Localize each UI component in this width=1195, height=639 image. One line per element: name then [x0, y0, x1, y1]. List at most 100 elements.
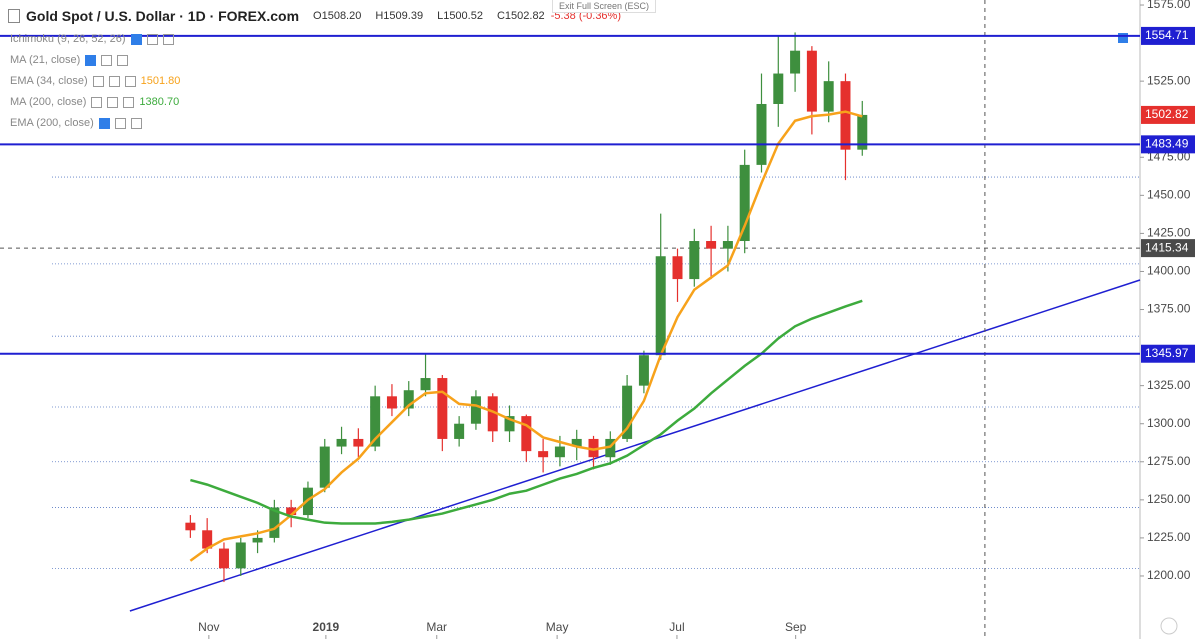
- candle-body: [202, 530, 213, 549]
- level-label: 1345.97: [1145, 346, 1189, 360]
- candle-body: [185, 522, 196, 531]
- legend-icon: [98, 117, 110, 129]
- candle-body: [672, 256, 683, 280]
- legend-icon: [85, 54, 97, 66]
- candle-body: [370, 396, 381, 447]
- legend-icon: [108, 75, 120, 87]
- auto-scale-button[interactable]: [1160, 617, 1178, 635]
- legend-icon: [91, 96, 103, 108]
- y-tick-label: 1400.00: [1147, 264, 1191, 278]
- candle-body: [622, 385, 633, 439]
- y-tick-label: 1375.00: [1147, 302, 1191, 316]
- candle-body: [722, 241, 733, 249]
- legend-icon: [130, 33, 142, 45]
- moving-average: [190, 299, 863, 525]
- candle-body: [840, 81, 851, 150]
- legend-value: 1380.70: [139, 96, 180, 108]
- level-label-bg: [1141, 135, 1195, 154]
- crosshair-label-bg: [1141, 239, 1195, 258]
- legend-row: MA (21, close): [10, 54, 129, 66]
- legend-icon: [117, 54, 129, 66]
- candle-body: [823, 81, 834, 112]
- x-tick-label: Sep: [785, 620, 807, 634]
- candle-body: [470, 396, 481, 424]
- x-tick-label: Mar: [426, 620, 447, 634]
- candle-body: [521, 416, 532, 452]
- candle-body: [790, 50, 801, 74]
- legend-row: EMA (34, close) 1501.80: [10, 75, 180, 87]
- legend-icon: [124, 75, 136, 87]
- candle-body: [706, 241, 717, 249]
- legend-icon: [114, 117, 126, 129]
- ohlc-open: O1508.20: [313, 10, 362, 22]
- alert-icon[interactable]: [1118, 33, 1128, 43]
- y-tick-label: 1300.00: [1147, 416, 1191, 430]
- candle-body: [487, 396, 498, 432]
- candle-body: [319, 446, 330, 488]
- x-tick-label: May: [546, 620, 569, 634]
- y-tick-label: 1575.00: [1147, 0, 1191, 11]
- candle-body: [252, 537, 263, 543]
- price-change: -5.38 (-0.36%): [550, 10, 621, 22]
- candle-body: [336, 438, 347, 447]
- y-tick-label: 1325.00: [1147, 378, 1191, 392]
- level-label-bg: [1141, 344, 1195, 363]
- symbol-title[interactable]: Gold Spot / U.S. Dollar · 1D · FOREX.com: [26, 8, 300, 24]
- legend-name: Ichimoku (9, 26, 52, 26): [10, 33, 126, 45]
- candle-body: [269, 507, 280, 538]
- legend-name: MA (200, close): [10, 96, 87, 108]
- y-tick-label: 1450.00: [1147, 188, 1191, 202]
- legend-value: 1501.80: [140, 75, 181, 87]
- x-tick-label: Jul: [669, 620, 684, 634]
- level-label: 1554.71: [1145, 28, 1189, 42]
- candle-body: [605, 438, 616, 458]
- candle-body: [756, 103, 767, 165]
- candle-body: [538, 451, 549, 458]
- candle-body: [454, 423, 465, 439]
- legend-name: MA (21, close): [10, 54, 81, 66]
- ohlc-low: L1500.52: [437, 10, 483, 22]
- symbol-icon: [8, 9, 20, 23]
- y-tick-label: 1200.00: [1147, 568, 1191, 582]
- candle-body: [353, 438, 364, 447]
- legend-name: EMA (200, close): [10, 117, 94, 129]
- legend-icon: [162, 33, 174, 45]
- exit-fullscreen[interactable]: Exit Full Screen (ESC): [552, 0, 657, 13]
- candle-body: [588, 438, 599, 458]
- legend-icon: [123, 96, 135, 108]
- y-tick-label: 1275.00: [1147, 454, 1191, 468]
- last-price-label: 1502.82: [1145, 107, 1189, 121]
- legend-name: EMA (34, close): [10, 75, 88, 87]
- x-tick-label: Nov: [198, 620, 219, 634]
- candle-body: [504, 416, 515, 432]
- legend-icon: [146, 33, 158, 45]
- legend-icon: [101, 54, 113, 66]
- level-label-bg: [1141, 26, 1195, 45]
- candle-body: [806, 50, 817, 112]
- candle-body: [403, 390, 414, 409]
- candle-body: [655, 256, 666, 356]
- moving-average: [189, 110, 863, 562]
- crosshair-label: 1415.34: [1145, 240, 1189, 254]
- candle-body: [235, 542, 246, 569]
- legend-row: Ichimoku (9, 26, 52, 26): [10, 33, 174, 45]
- legend-row: EMA (200, close): [10, 117, 142, 129]
- candle-body: [420, 378, 431, 391]
- y-tick-label: 1250.00: [1147, 492, 1191, 506]
- header: Gold Spot / U.S. Dollar · 1D · FOREX.com…: [8, 8, 621, 24]
- last-price-label-bg: [1141, 105, 1195, 124]
- candle-body: [571, 438, 582, 447]
- ohlc-close: C1502.82: [496, 10, 545, 22]
- y-tick-label: 1425.00: [1147, 226, 1191, 240]
- legend-icon: [92, 75, 104, 87]
- trendline: [129, 279, 1141, 612]
- level-label: 1483.49: [1145, 137, 1189, 151]
- legend-row: MA (200, close) 1380.70: [10, 96, 179, 108]
- legend-icon: [130, 117, 142, 129]
- ohlc-high: H1509.39: [375, 10, 424, 22]
- x-tick-label: 2019: [313, 620, 340, 634]
- candle-body: [286, 507, 297, 516]
- candle-body: [773, 73, 784, 104]
